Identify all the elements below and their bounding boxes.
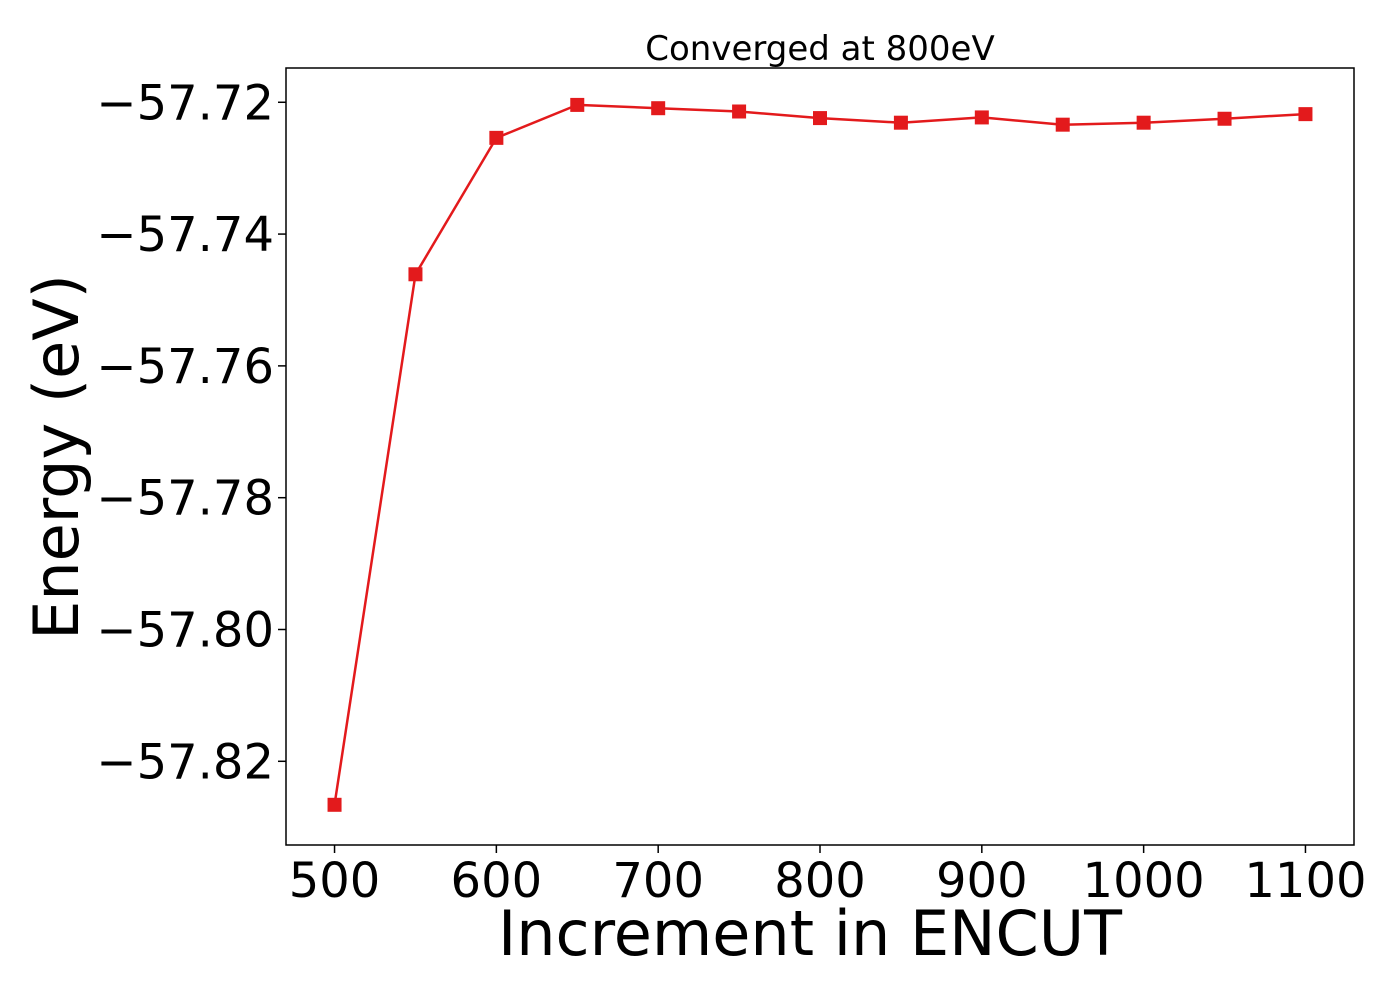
data-point-marker xyxy=(489,130,504,145)
series-line xyxy=(333,103,1306,805)
x-tick-label: 500 xyxy=(289,853,381,909)
y-tick-label: −57.80 xyxy=(96,602,274,658)
data-point-marker xyxy=(1136,115,1151,130)
x-axis-label: Increment in ENCUT xyxy=(498,897,1123,970)
x-tick-label: 1100 xyxy=(1244,853,1366,909)
y-tick-label: −57.72 xyxy=(96,75,274,131)
data-point-marker xyxy=(651,101,666,116)
x-tick-label: 1000 xyxy=(1083,853,1205,909)
x-tick-label: 800 xyxy=(774,853,866,909)
data-point-marker xyxy=(1298,107,1313,122)
data-point-marker xyxy=(974,110,989,125)
y-tick-label: −57.82 xyxy=(96,734,274,790)
y-axis-ticks: −57.72 −57.74 −57.76 −57.78 −57.80 −57.82 xyxy=(96,75,286,790)
y-tick-label: −57.78 xyxy=(96,471,274,527)
y-tick-label: −57.74 xyxy=(96,207,274,263)
data-point-marker xyxy=(327,797,342,812)
data-point-marker xyxy=(408,267,423,282)
x-axis-ticks: 500 600 700 800 900 1000 1100 xyxy=(289,845,1367,909)
plot-area-frame xyxy=(285,67,1355,846)
data-point-marker xyxy=(1055,117,1070,132)
x-tick-label: 700 xyxy=(612,853,704,909)
chart-title: Converged at 800eV xyxy=(645,29,994,69)
data-point-marker xyxy=(570,97,585,112)
y-tick-label: −57.76 xyxy=(96,339,274,395)
x-tick-label: 900 xyxy=(936,853,1028,909)
data-point-marker xyxy=(732,104,747,119)
data-point-marker xyxy=(893,115,908,130)
data-point-marker xyxy=(813,111,827,126)
y-axis-label: Energy (eV) xyxy=(20,274,93,640)
data-point-marker xyxy=(1217,111,1232,126)
plot-content xyxy=(327,97,1313,812)
x-tick-label: 600 xyxy=(451,853,543,909)
